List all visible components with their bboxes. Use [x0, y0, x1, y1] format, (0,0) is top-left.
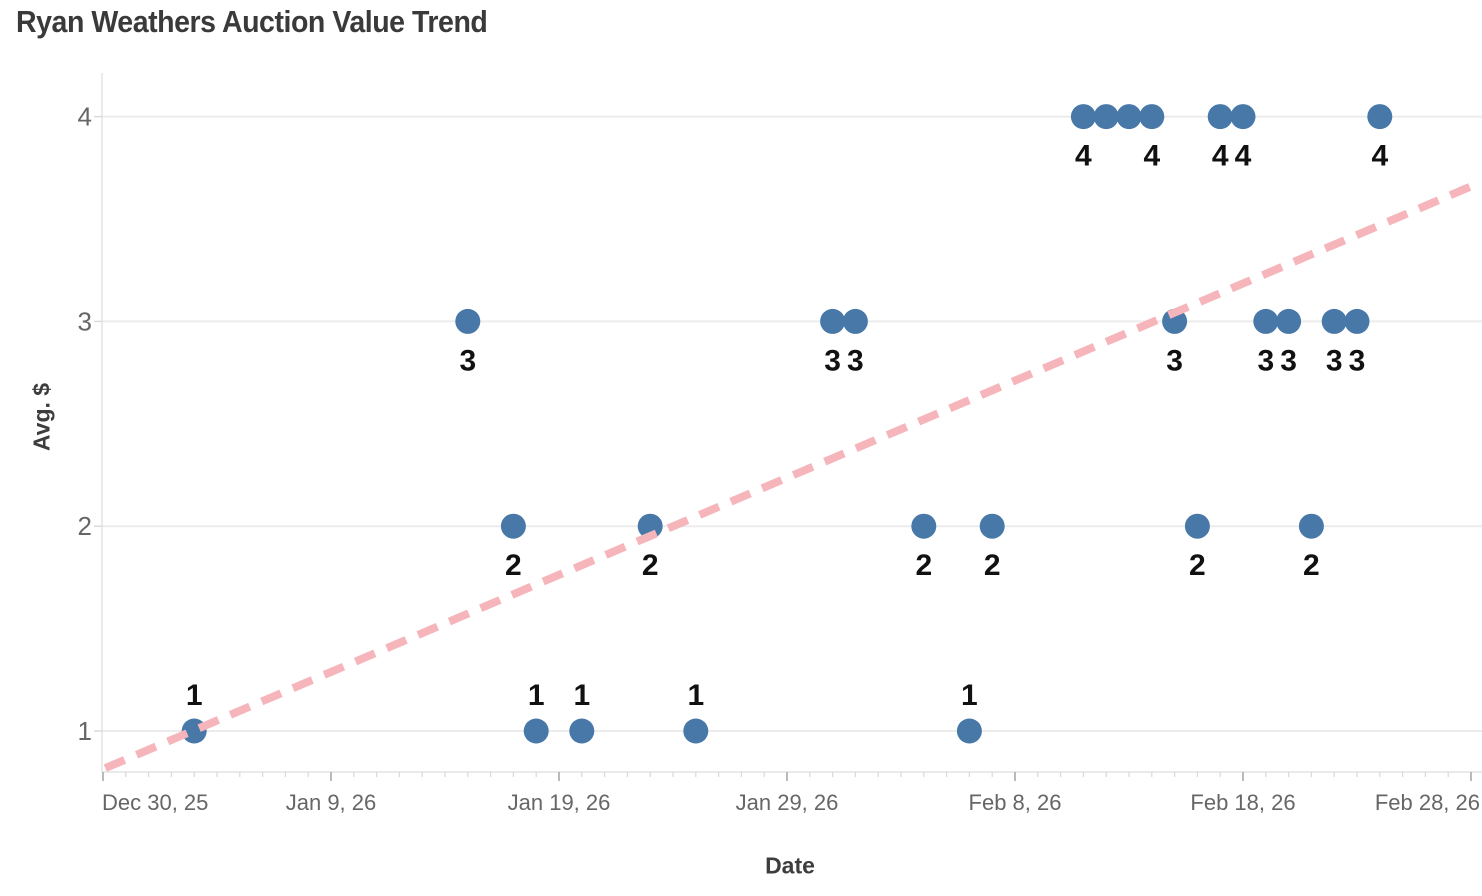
data-point[interactable]: [1298, 513, 1324, 539]
data-point[interactable]: [637, 513, 663, 539]
axis-ticks: [94, 115, 1472, 781]
data-point[interactable]: [1162, 308, 1188, 334]
trend-line: [103, 181, 1475, 772]
data-points: [181, 104, 1393, 744]
data-point-label: 2: [1303, 549, 1320, 582]
data-point-label: 1: [573, 679, 590, 712]
data-point[interactable]: [1230, 104, 1256, 130]
data-point[interactable]: [1184, 513, 1210, 539]
data-point-label: 1: [961, 679, 978, 712]
data-point-label: 4: [1143, 140, 1160, 173]
data-point[interactable]: [1116, 104, 1142, 130]
data-point[interactable]: [1344, 308, 1370, 334]
data-point[interactable]: [979, 513, 1005, 539]
x-tick-label: Dec 30, 25: [102, 790, 208, 815]
chart-title: Ryan Weathers Auction Value Trend: [16, 4, 488, 39]
data-point-label: 4: [1235, 140, 1252, 173]
data-point-label: 4: [1075, 140, 1092, 173]
data-point-label: 3: [1349, 344, 1366, 377]
trend-dashed-line: [103, 181, 1475, 772]
data-point-label: 4: [1371, 140, 1388, 173]
data-point-label: 1: [687, 679, 704, 712]
data-point-label: 2: [915, 549, 932, 582]
x-axis-title: Date: [765, 852, 815, 879]
data-point[interactable]: [820, 308, 846, 334]
x-tick-labels: Dec 30, 25 Jan 9, 26 Jan 19, 26 Jan 29, 26 F…: [102, 790, 1480, 815]
x-tick-label: Jan 9, 26: [286, 790, 377, 815]
x-tick-label: Jan 29, 26: [736, 790, 839, 815]
data-point-label: 3: [1280, 344, 1297, 377]
data-point-label: 3: [1166, 344, 1183, 377]
gridlines: [102, 115, 1482, 732]
data-point[interactable]: [1093, 104, 1119, 130]
data-point-label: 1: [186, 679, 203, 712]
data-point[interactable]: [956, 718, 982, 744]
data-point-label: 2: [505, 549, 522, 582]
data-point[interactable]: [1207, 104, 1233, 130]
data-point[interactable]: [683, 718, 709, 744]
x-tick-label: Jan 19, 26: [508, 790, 611, 815]
data-point[interactable]: [1253, 308, 1279, 334]
y-tick-label: 3: [78, 306, 92, 336]
data-point[interactable]: [455, 308, 481, 334]
data-point[interactable]: [523, 718, 549, 744]
data-point-label: 2: [1189, 549, 1206, 582]
data-point[interactable]: [911, 513, 937, 539]
x-tick-label: Feb 18, 26: [1190, 790, 1295, 815]
data-point-label: 3: [847, 344, 864, 377]
y-axis-title: Avg. $: [28, 382, 55, 452]
y-tick-label: 2: [78, 511, 92, 541]
data-point[interactable]: [1070, 104, 1096, 130]
data-point-label: 2: [984, 549, 1001, 582]
data-point-label: 1: [528, 679, 545, 712]
data-point-label: 4: [1212, 140, 1229, 173]
data-point-label: 2: [642, 549, 659, 582]
data-point[interactable]: [1276, 308, 1302, 334]
y-tick-label: 4: [78, 102, 92, 132]
axis-lines: [101, 73, 1482, 773]
data-point[interactable]: [1367, 104, 1393, 130]
data-point[interactable]: [1139, 104, 1165, 130]
y-tick-label: 1: [78, 716, 92, 746]
data-point-label: 3: [1257, 344, 1274, 377]
data-point-label: 3: [824, 344, 841, 377]
data-point[interactable]: [842, 308, 868, 334]
data-point-label: 3: [459, 344, 476, 377]
data-point[interactable]: [569, 718, 595, 744]
data-point[interactable]: [1321, 308, 1347, 334]
x-tick-label: Feb 28, 26: [1375, 790, 1480, 815]
x-tick-label: Feb 8, 26: [969, 790, 1062, 815]
data-point-label: 3: [1326, 344, 1343, 377]
y-tick-labels: 1 2 3 4: [78, 102, 92, 746]
data-point[interactable]: [500, 513, 526, 539]
